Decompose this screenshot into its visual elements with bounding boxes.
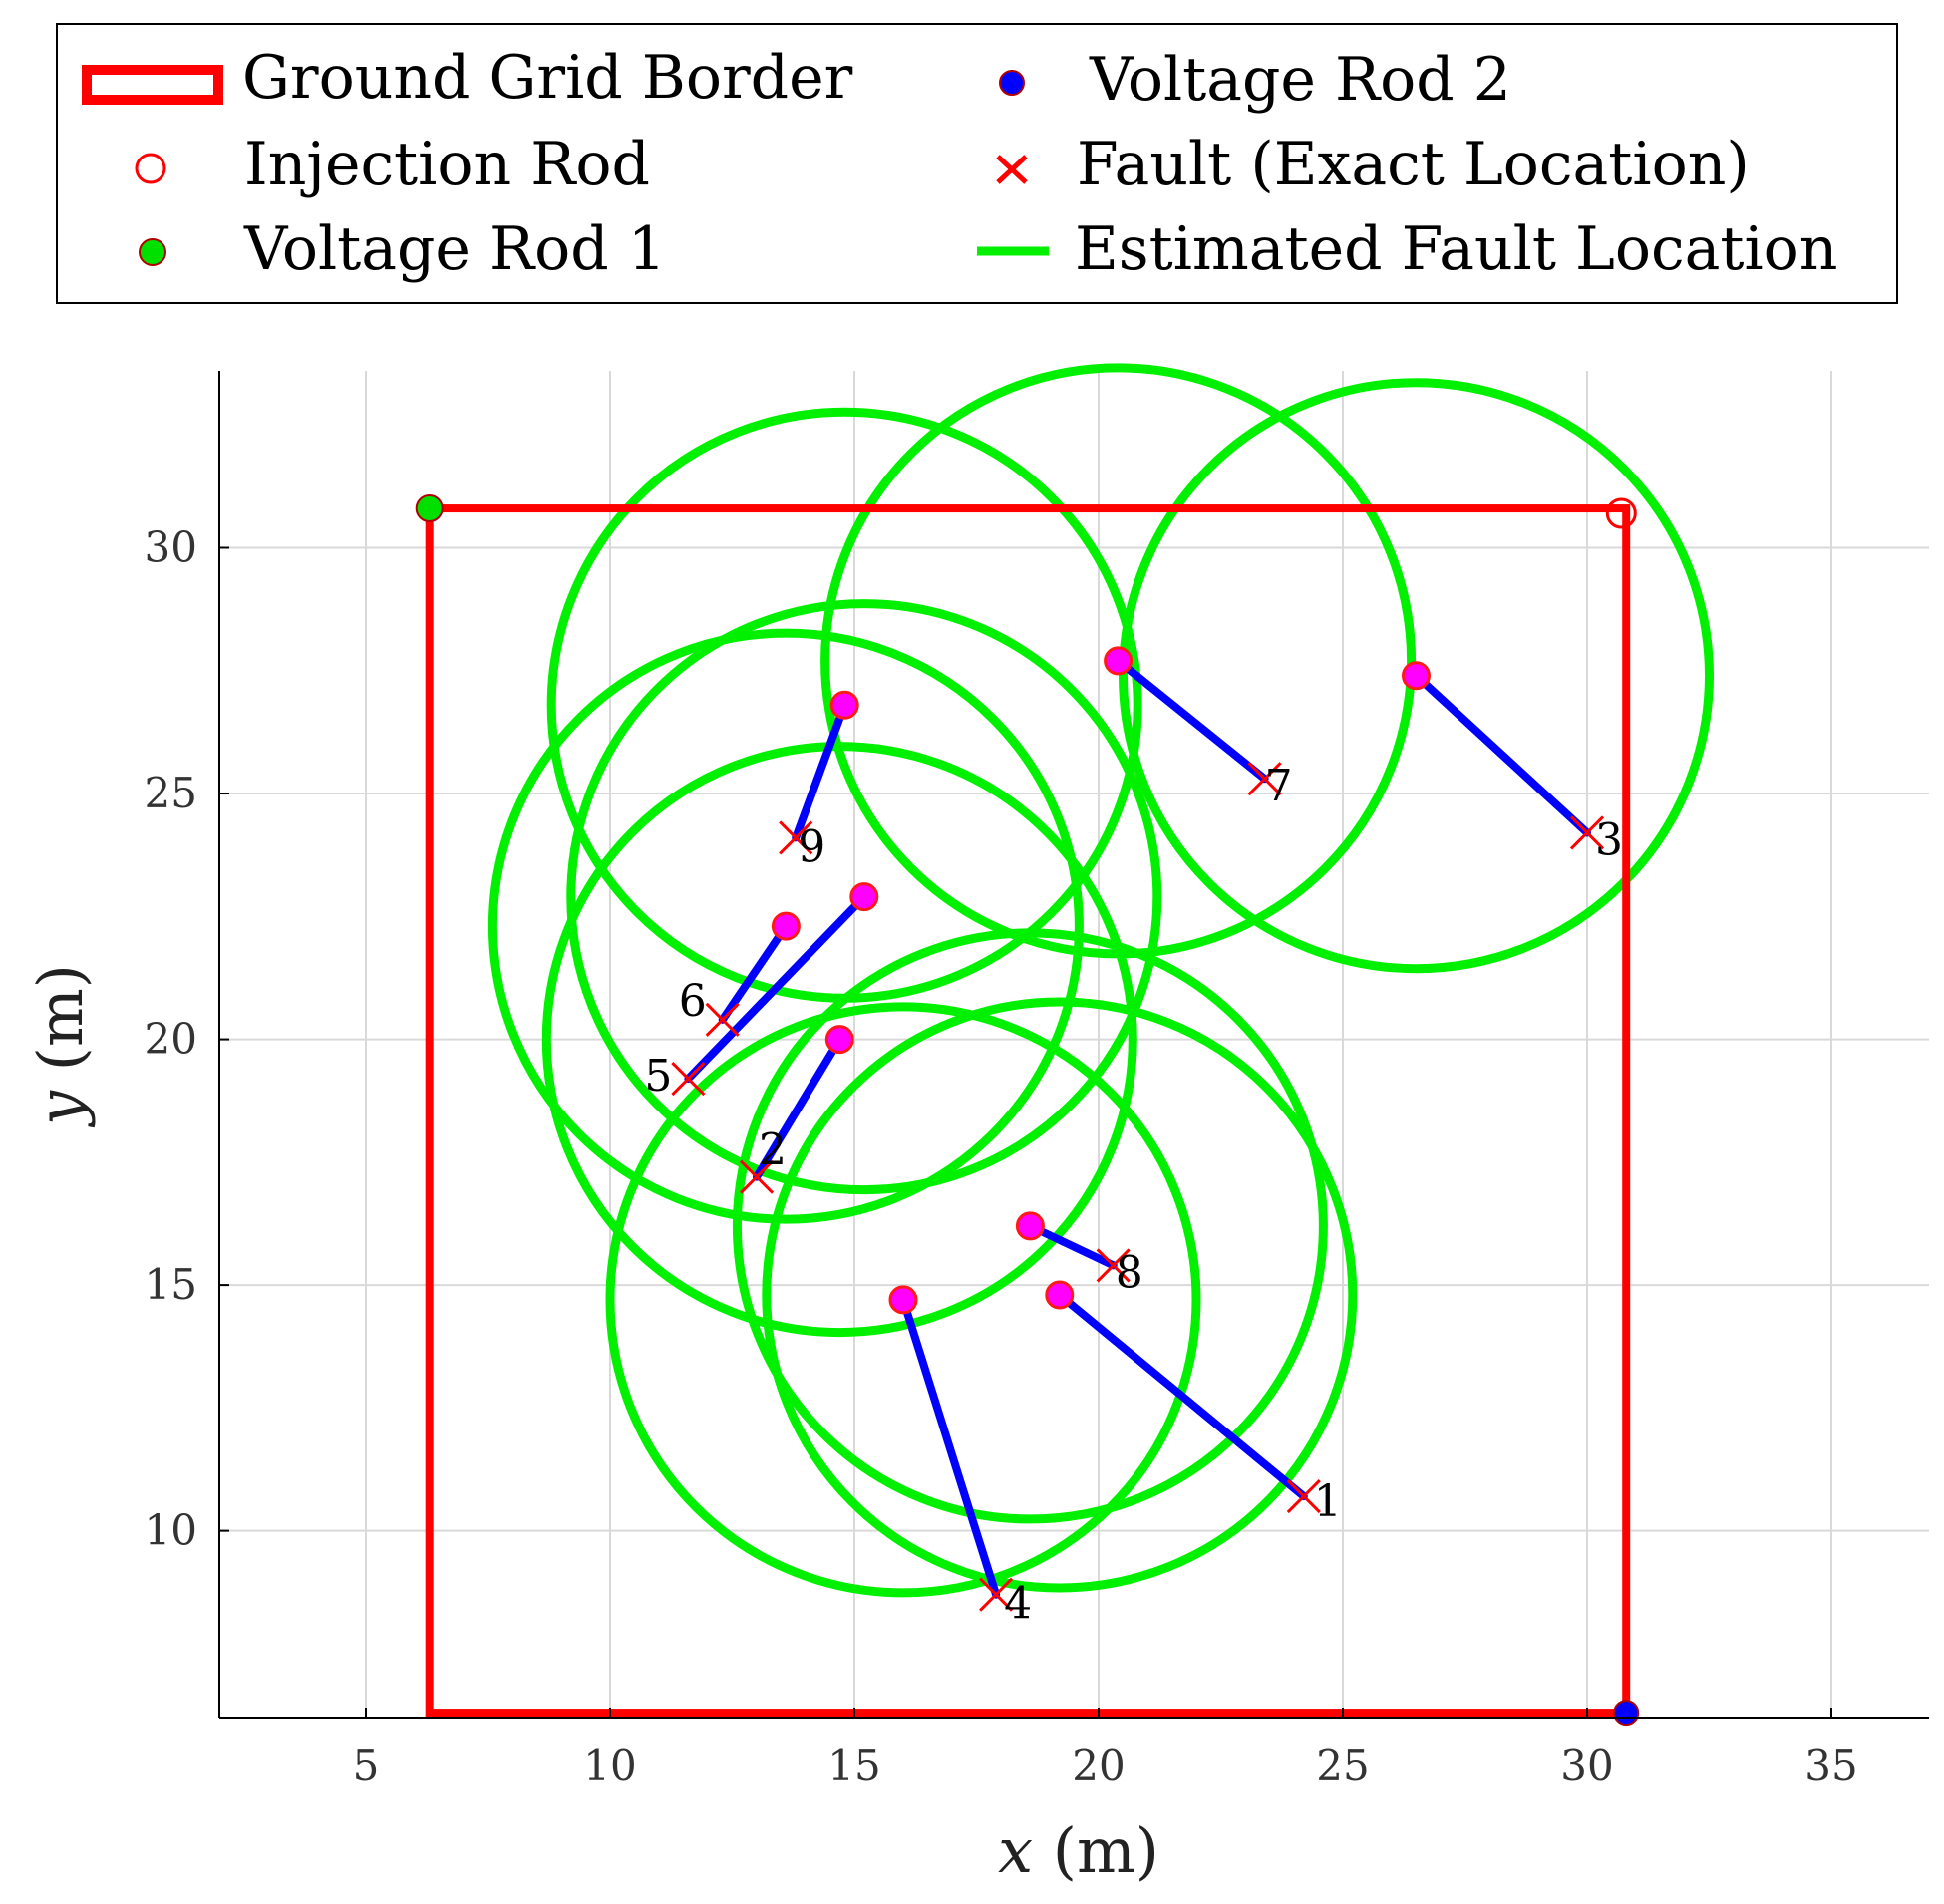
- fault-link-6: [718, 922, 791, 1024]
- voltage-rod-1-marker: [415, 494, 444, 523]
- fault-label-1: 1: [1314, 1476, 1342, 1527]
- fault-cross-b: [1286, 1479, 1321, 1514]
- fault-marker-6: [705, 1002, 740, 1037]
- estimate-circle-5: [566, 599, 1162, 1195]
- estimate-circle-3: [1119, 378, 1714, 974]
- estimate-circle-4: [605, 1002, 1201, 1598]
- fault-link-4: [899, 1295, 1001, 1599]
- legend-injection-rod-marker: [135, 153, 166, 184]
- legend-voltage-rod-2-marker: [999, 70, 1025, 96]
- fault-marker-2: [739, 1159, 775, 1194]
- fault-marker-4: [979, 1577, 1014, 1612]
- fault-cross-b: [671, 1061, 706, 1097]
- fault-label-6: 6: [679, 976, 707, 1027]
- ground-grid-border-rect: [425, 504, 1631, 1718]
- fault-link-7: [1114, 656, 1269, 784]
- fault-cross-b: [1247, 762, 1282, 796]
- x-tick-label: 10: [583, 1742, 636, 1790]
- estimate-circle-9: [546, 407, 1142, 1003]
- y-tick-label: 15: [145, 1260, 197, 1309]
- legend-voltage-rod-1: Voltage Rod 1: [243, 214, 666, 284]
- x-tick-label: 35: [1804, 1742, 1857, 1790]
- fault-cross-b: [1096, 1248, 1131, 1283]
- fault-label-3: 3: [1595, 814, 1623, 865]
- fault-cross-b: [705, 1002, 740, 1037]
- legend-fault-exact: Fault (Exact Location): [1077, 130, 1750, 199]
- legend-border-swatch: [82, 65, 223, 105]
- fault-cross-b: [739, 1159, 775, 1194]
- fault-label-8: 8: [1116, 1247, 1143, 1298]
- fault-marker-5: [671, 1061, 706, 1097]
- x-tick-label: 5: [353, 1742, 380, 1790]
- y-tick-label: 25: [145, 769, 197, 817]
- fault-label-4: 4: [1004, 1579, 1032, 1630]
- x-tick-label: 15: [827, 1742, 880, 1790]
- fault-label-2: 2: [759, 1125, 787, 1176]
- fault-links: [684, 656, 1591, 1599]
- estimate-marker-1: [1045, 1280, 1075, 1310]
- fault-cross-b: [979, 1577, 1014, 1612]
- y-tick-label: 10: [145, 1506, 197, 1555]
- estimate-marker-3: [1402, 661, 1431, 691]
- fault-label-5: 5: [644, 1051, 672, 1102]
- injection-rod-marker: [1605, 497, 1637, 529]
- y-tick-label: 30: [145, 523, 197, 572]
- fault-marker-9: [779, 820, 813, 855]
- y-axis-unit: (m): [24, 964, 97, 1071]
- x-axis-var: x: [998, 1814, 1033, 1887]
- legend-voltage-rod-2: Voltage Rod 2: [1089, 45, 1511, 115]
- estimate-marker-6: [771, 911, 801, 941]
- fault-marker-3: [1569, 815, 1605, 850]
- x-tick-label: 20: [1072, 1742, 1125, 1790]
- fault-marker-7: [1247, 762, 1282, 796]
- grid: [219, 371, 1929, 1718]
- x-axis-unit-space: [1033, 1814, 1053, 1887]
- estimate-circle-6: [487, 628, 1084, 1224]
- x-axis-unit: (m): [1053, 1814, 1159, 1887]
- fault-label-9: 9: [798, 821, 825, 872]
- estimate-circle-7: [820, 363, 1417, 959]
- fault-link-8: [1026, 1221, 1118, 1270]
- estimate-marker-4: [888, 1285, 918, 1315]
- estimate-marker-9: [829, 690, 859, 720]
- estimate-marker-2: [824, 1025, 854, 1055]
- fault-link-2: [753, 1035, 844, 1181]
- x-tick-label: 25: [1316, 1742, 1369, 1790]
- x-tick-label: 30: [1560, 1742, 1613, 1790]
- fault-link-9: [792, 701, 849, 842]
- estimate-marker-8: [1015, 1211, 1045, 1241]
- legend-box: [56, 23, 1898, 304]
- fault-markers: 1 2 3 4 56 7 8 9: [644, 761, 1623, 1629]
- fault-cross-b: [779, 820, 813, 855]
- y-axis-label: y (m): [24, 964, 97, 1128]
- legend-ground-grid-border: Ground Grid Border: [242, 43, 853, 113]
- estimate-marker-5: [849, 882, 879, 912]
- legend-fault-marker: [996, 155, 1028, 184]
- y-axis-unit-space: [24, 1071, 97, 1091]
- estimate-circle-1: [762, 997, 1358, 1593]
- y-axis-var: y: [24, 1090, 97, 1128]
- y-tick-label: 20: [145, 1015, 197, 1064]
- estimate-marker-7: [1104, 646, 1134, 676]
- ground-grid-border: [425, 504, 1631, 1718]
- legend-voltage-rod-1-marker: [139, 238, 166, 266]
- voltage-rod-2-marker: [1613, 1700, 1640, 1727]
- legend-injection-rod: Injection Rod: [244, 130, 650, 199]
- estimate-circles: [487, 363, 1714, 1598]
- estimate-markers: [771, 646, 1431, 1315]
- fault-marker-8: [1096, 1248, 1131, 1283]
- fault-cross-b: [1569, 815, 1605, 850]
- fault-link-3: [1412, 671, 1591, 837]
- legend-estimated-fault: Estimated Fault Location: [1075, 214, 1837, 284]
- fault-label-7: 7: [1265, 761, 1293, 811]
- fault-link-1: [1055, 1290, 1308, 1501]
- x-axis-label: x (m): [998, 1814, 1159, 1887]
- fault-marker-1: [1286, 1479, 1321, 1514]
- rods: [415, 494, 1640, 1727]
- fault-link-5: [684, 892, 868, 1084]
- legend: Ground Grid Border Injection Rod Voltage…: [56, 23, 1898, 304]
